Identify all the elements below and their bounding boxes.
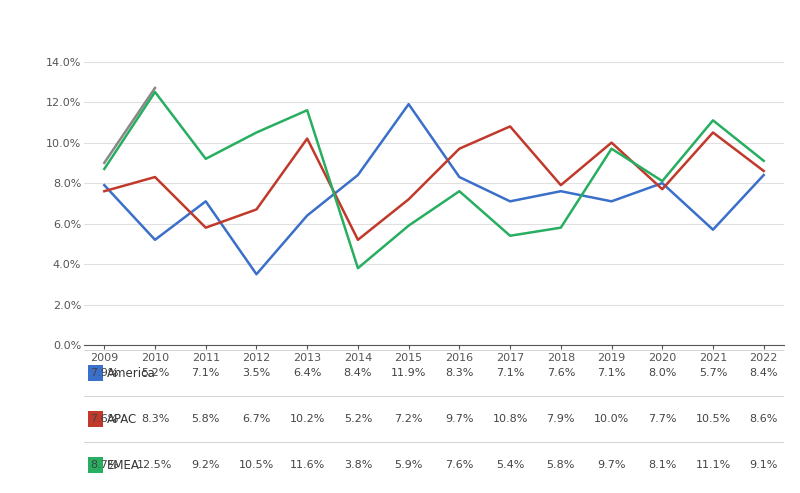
- Text: 6.4%: 6.4%: [293, 368, 322, 378]
- Text: 10.8%: 10.8%: [492, 414, 528, 424]
- Text: 9.1%: 9.1%: [750, 460, 778, 470]
- Text: 9.7%: 9.7%: [445, 414, 474, 424]
- Text: 10.5%: 10.5%: [695, 414, 730, 424]
- Text: 11.6%: 11.6%: [290, 460, 325, 470]
- Text: America: America: [107, 366, 156, 380]
- Text: 8.1%: 8.1%: [648, 460, 677, 470]
- Text: 7.2%: 7.2%: [394, 414, 423, 424]
- Text: 6.7%: 6.7%: [242, 414, 270, 424]
- Text: 3.8%: 3.8%: [344, 460, 372, 470]
- Bar: [87, 411, 103, 427]
- Text: 11.9%: 11.9%: [391, 368, 426, 378]
- Text: 10.5%: 10.5%: [239, 460, 274, 470]
- Text: 7.6%: 7.6%: [445, 460, 474, 470]
- Text: 5.9%: 5.9%: [394, 460, 423, 470]
- Text: 8.3%: 8.3%: [445, 368, 474, 378]
- Text: 5.4%: 5.4%: [496, 460, 524, 470]
- Text: 5.7%: 5.7%: [698, 368, 727, 378]
- Text: 7.1%: 7.1%: [496, 368, 524, 378]
- Text: 10.2%: 10.2%: [290, 414, 325, 424]
- Bar: [87, 365, 103, 381]
- Text: 5.2%: 5.2%: [141, 368, 170, 378]
- Text: Percentage of Deal Leaks by Region: Percentage of Deal Leaks by Region: [238, 12, 562, 30]
- Text: 7.6%: 7.6%: [546, 368, 575, 378]
- Text: 8.6%: 8.6%: [750, 414, 778, 424]
- Text: 7.7%: 7.7%: [648, 414, 677, 424]
- Text: 8.4%: 8.4%: [344, 368, 372, 378]
- Text: 7.6%: 7.6%: [90, 414, 118, 424]
- Text: 8.4%: 8.4%: [750, 368, 778, 378]
- Text: 8.7%: 8.7%: [90, 460, 118, 470]
- Text: 3.5%: 3.5%: [242, 368, 270, 378]
- Text: 12.5%: 12.5%: [138, 460, 173, 470]
- Text: 10.0%: 10.0%: [594, 414, 629, 424]
- Text: EMEA: EMEA: [107, 458, 140, 472]
- Text: 7.9%: 7.9%: [90, 368, 118, 378]
- Text: 5.2%: 5.2%: [344, 414, 372, 424]
- Text: 5.8%: 5.8%: [191, 414, 220, 424]
- Text: 9.7%: 9.7%: [598, 460, 626, 470]
- Text: 5.8%: 5.8%: [546, 460, 575, 470]
- Bar: [87, 457, 103, 473]
- Text: 11.1%: 11.1%: [695, 460, 730, 470]
- Text: 7.1%: 7.1%: [191, 368, 220, 378]
- Text: 7.9%: 7.9%: [546, 414, 575, 424]
- Text: 8.3%: 8.3%: [141, 414, 170, 424]
- Text: 9.2%: 9.2%: [191, 460, 220, 470]
- Text: 7.1%: 7.1%: [598, 368, 626, 378]
- Text: 8.0%: 8.0%: [648, 368, 677, 378]
- Text: APAC: APAC: [107, 413, 138, 425]
